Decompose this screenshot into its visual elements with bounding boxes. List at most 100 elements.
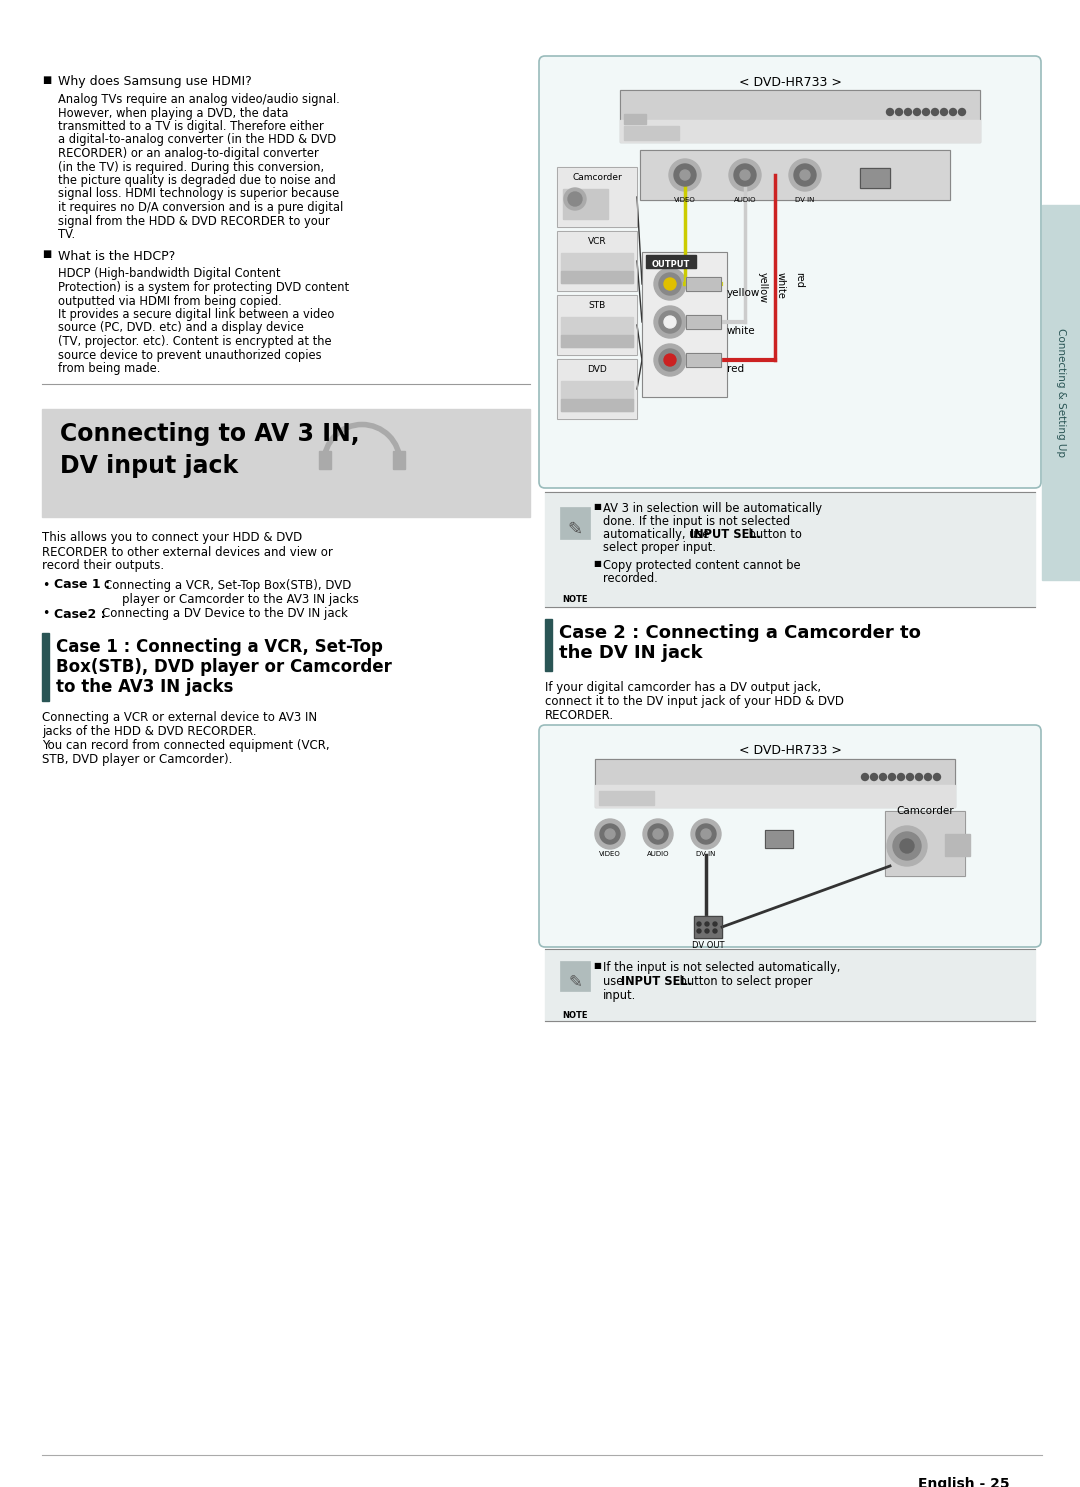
Circle shape [924,773,931,781]
Text: jacks of the HDD & DVD RECORDER.: jacks of the HDD & DVD RECORDER. [42,724,257,738]
Bar [557,230,637,291]
Text: red: red [794,272,804,288]
Circle shape [916,773,922,781]
Circle shape [729,159,761,190]
Bar [624,114,646,123]
Text: It provides a secure digital link between a video: It provides a secure digital link betwee… [58,308,335,321]
Text: player or Camcorder to the AV3 IN jacks: player or Camcorder to the AV3 IN jacks [122,592,359,605]
Text: Camcorder: Camcorder [572,172,622,181]
Circle shape [713,922,717,926]
Text: a digital-to-analog converter (in the HDD & DVD: a digital-to-analog converter (in the HD… [58,134,336,147]
Bar [561,271,633,283]
Bar [42,632,49,700]
Text: AV 3 in selection will be automatically: AV 3 in selection will be automatically [603,503,822,515]
Text: DVD: DVD [588,364,607,375]
Circle shape [794,164,816,186]
Text: ■: ■ [593,961,600,970]
Text: outputted via HDMI from being copied.: outputted via HDMI from being copied. [58,294,282,308]
Text: recorded.: recorded. [603,572,658,584]
Text: ■: ■ [593,503,600,512]
Bar [545,949,1035,1022]
Circle shape [870,773,877,781]
Text: TV.: TV. [58,228,76,241]
Bar [686,277,721,291]
Text: Box(STB), DVD player or Camcorder: Box(STB), DVD player or Camcorder [56,657,392,675]
Text: white: white [727,326,756,336]
Circle shape [659,349,681,370]
Text: ■: ■ [42,74,51,85]
Bar [624,126,679,140]
Circle shape [659,274,681,294]
Bar [620,91,980,141]
Circle shape [643,819,673,849]
Circle shape [897,773,905,781]
Bar [686,315,721,329]
Bar [595,758,955,807]
Circle shape [653,828,663,839]
Text: What is the HDCP?: What is the HDCP? [58,250,175,263]
Text: Connecting a VCR or external device to AV3 IN: Connecting a VCR or external device to A… [42,711,318,724]
Text: Case 1 : Connecting a VCR, Set-Top: Case 1 : Connecting a VCR, Set-Top [56,638,383,656]
Circle shape [713,929,717,932]
Text: INPUT SEL.: INPUT SEL. [621,975,692,987]
Bar [545,619,552,671]
Text: ✎: ✎ [568,972,582,990]
Bar [595,758,955,807]
Text: RECORDER) or an analog-to-digital converter: RECORDER) or an analog-to-digital conver… [58,147,319,161]
Bar [319,451,330,468]
Text: AUDIO: AUDIO [647,851,670,857]
Text: STB: STB [589,300,606,309]
Text: RECORDER to other external devices and view or: RECORDER to other external devices and v… [42,546,333,559]
Text: ■: ■ [593,559,600,568]
Text: If your digital camcorder has a DV output jack,: If your digital camcorder has a DV outpu… [545,681,821,694]
Bar [860,168,890,187]
Circle shape [889,773,895,781]
Text: This allows you to connect your HDD & DVD: This allows you to connect your HDD & DV… [42,531,302,544]
Circle shape [680,170,690,180]
Bar [620,91,980,141]
Text: done. If the input is not selected: done. If the input is not selected [603,515,791,528]
Bar [642,251,727,397]
Circle shape [654,343,686,376]
Circle shape [648,824,669,845]
Circle shape [879,773,887,781]
FancyBboxPatch shape [539,57,1041,488]
Text: •: • [42,578,50,592]
Text: Case2 :: Case2 : [54,608,106,620]
Circle shape [906,773,914,781]
Circle shape [595,819,625,849]
Text: However, when playing a DVD, the data: However, when playing a DVD, the data [58,107,288,119]
Text: Why does Samsung use HDMI?: Why does Samsung use HDMI? [58,74,252,88]
Text: the DV IN jack: the DV IN jack [559,644,703,662]
Text: VCR: VCR [588,236,606,245]
Circle shape [664,278,676,290]
Circle shape [800,170,810,180]
Bar [561,335,633,346]
Text: transmitted to a TV is digital. Therefore either: transmitted to a TV is digital. Therefor… [58,120,324,132]
Bar [686,352,721,367]
Circle shape [705,929,708,932]
Bar [557,167,637,228]
Text: source device to prevent unauthorized copies: source device to prevent unauthorized co… [58,348,322,361]
Bar [620,120,980,141]
Text: VIDEO: VIDEO [599,851,621,857]
Circle shape [664,317,676,329]
Circle shape [600,824,620,845]
Circle shape [734,164,756,186]
Text: Connecting to AV 3 IN,: Connecting to AV 3 IN, [60,422,360,446]
Bar [42,409,530,516]
Bar [561,507,590,538]
Text: Protection) is a system for protecting DVD content: Protection) is a system for protecting D… [58,281,349,294]
Circle shape [701,828,711,839]
Text: input.: input. [603,989,636,1002]
Text: it requires no D/A conversion and is a pure digital: it requires no D/A conversion and is a p… [58,201,343,214]
Text: English - 25: English - 25 [918,1477,1010,1487]
Text: from being made.: from being made. [58,361,160,375]
Text: VIDEO: VIDEO [674,196,696,204]
Bar [694,916,723,938]
Text: NOTE: NOTE [563,595,588,604]
Text: DV input jack: DV input jack [60,455,239,479]
Text: button to select proper: button to select proper [676,975,813,987]
Circle shape [654,268,686,300]
Circle shape [605,828,615,839]
